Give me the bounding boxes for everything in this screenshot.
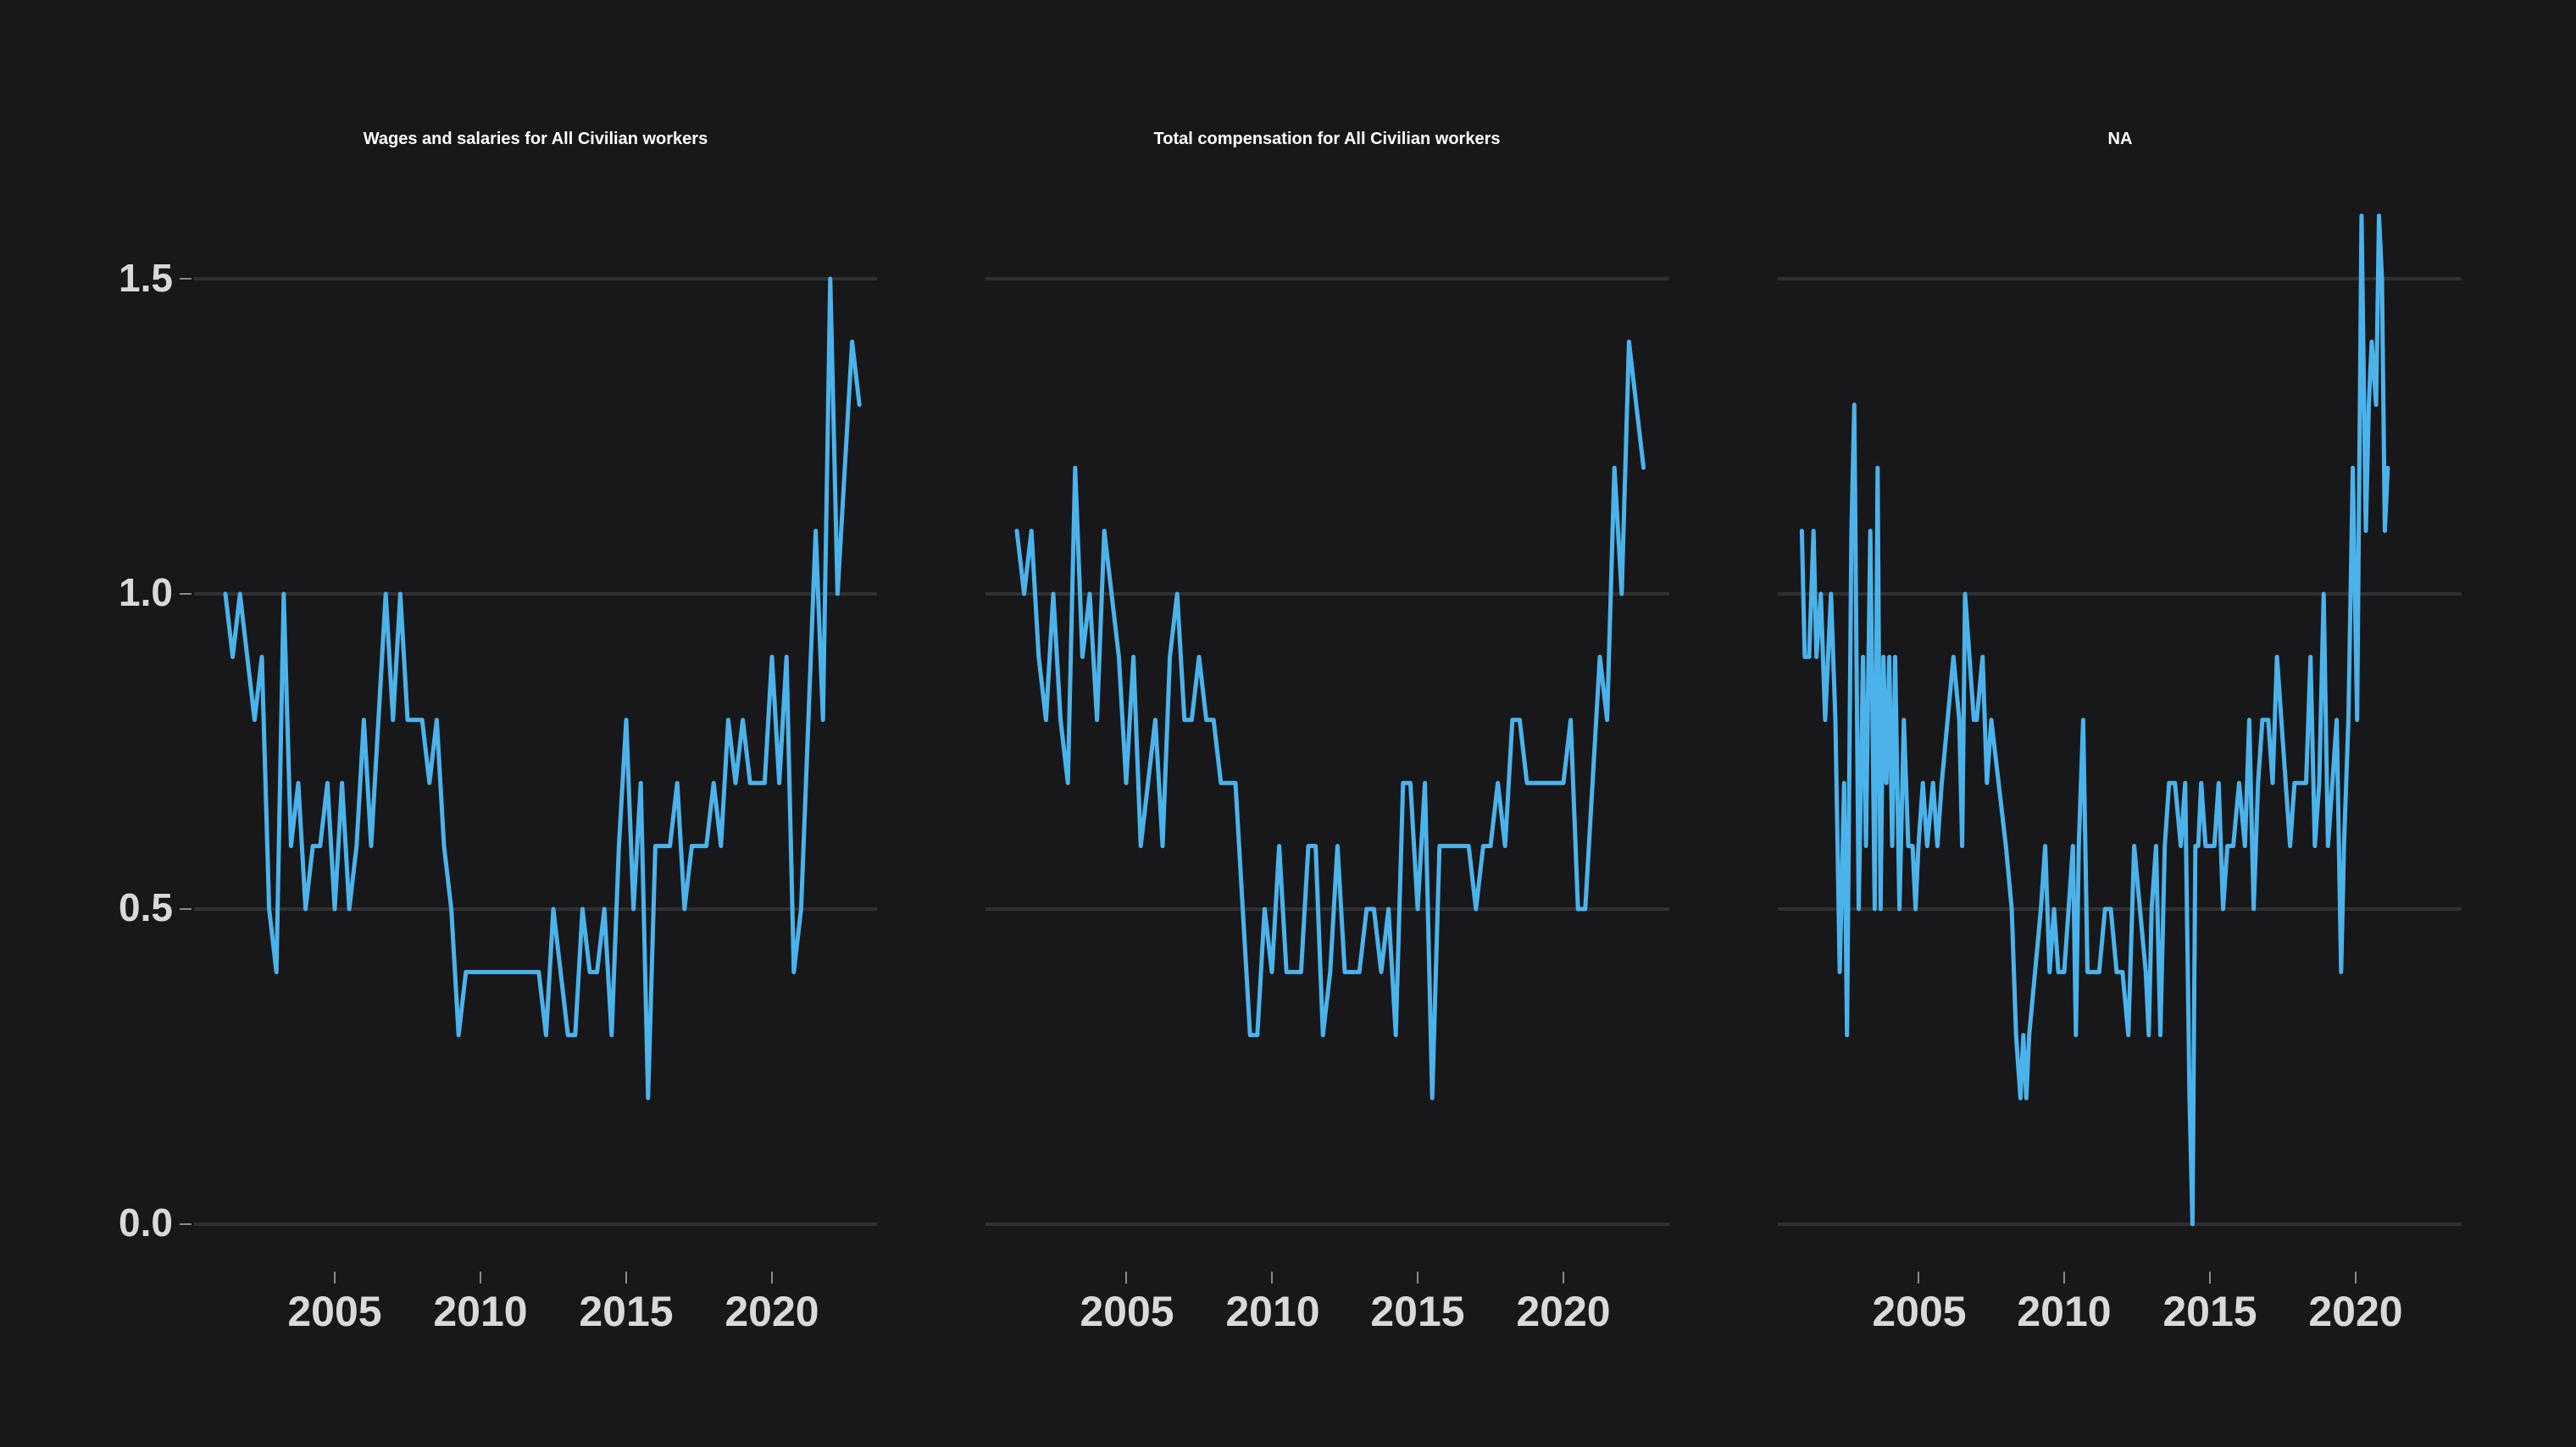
series-line (223, 276, 862, 1100)
x-tick-label: 2015 (579, 1288, 673, 1335)
x-tick-label: 2005 (287, 1288, 381, 1335)
y-tick-label: 1.0 (119, 570, 173, 614)
panel-na: NA (1778, 130, 2462, 1283)
series-line (1014, 339, 1646, 1100)
x-tick-label: 2010 (1225, 1288, 1319, 1335)
panel-title: Wages and salaries for All Civilian work… (364, 130, 708, 148)
panel-wages-and-salaries: Wages and salaries for All Civilian work… (180, 130, 877, 1283)
x-tick-label: 2015 (1370, 1288, 1464, 1335)
x-tick-label: 2005 (1080, 1288, 1174, 1335)
x-tick-label: 2005 (1872, 1288, 1966, 1335)
y-tick-label: 0.0 (119, 1200, 173, 1245)
x-tick-label: 2015 (2162, 1288, 2257, 1335)
x-tick-label: 2010 (2017, 1288, 2111, 1335)
y-axis: 0.0 0.5 1.0 1.5 (119, 256, 173, 1245)
y-tick-label: 1.5 (119, 256, 173, 300)
panel-title: Total compensation for All Civilian work… (1154, 130, 1501, 148)
x-tick-label: 2020 (2308, 1288, 2402, 1335)
x-tick-label: 2010 (433, 1288, 527, 1335)
panel-title: NA (2108, 130, 2133, 148)
x-tick-label: 2020 (724, 1288, 819, 1335)
series-line (1799, 213, 2390, 1227)
y-tick-label: 0.5 (119, 885, 173, 929)
x-axes: 2005 2010 2015 2020 2005 2010 2015 2020 … (287, 1288, 2402, 1335)
panel-total-compensation: Total compensation for All Civilian work… (985, 130, 1669, 1283)
x-tick-label: 2020 (1516, 1288, 1610, 1335)
